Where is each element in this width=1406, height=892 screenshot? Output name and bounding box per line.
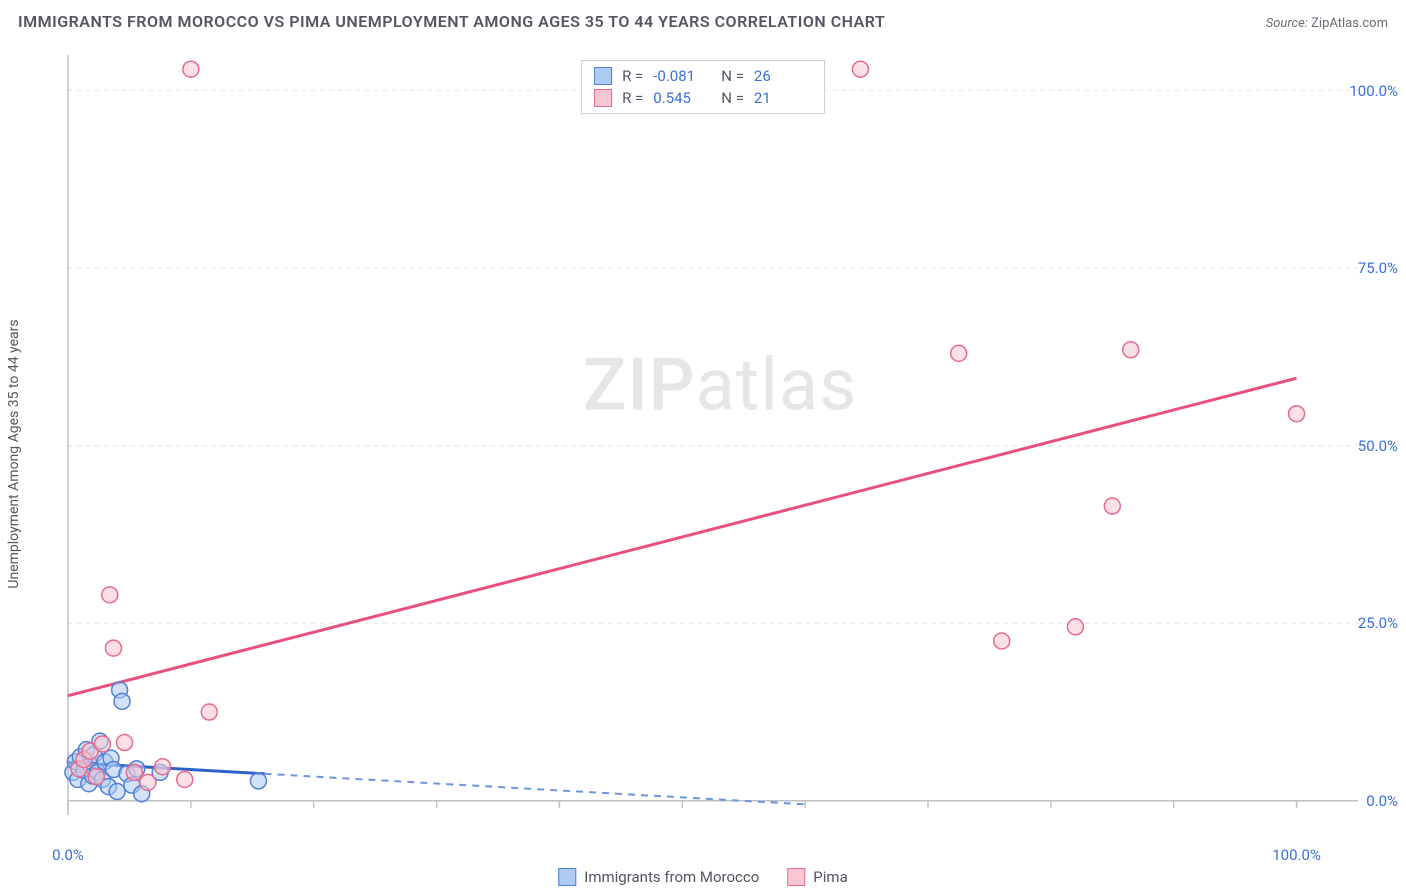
trend-line-pima [68,378,1297,695]
data-point-morocco [114,693,130,709]
chart-title: IMMIGRANTS FROM MOROCCO VS PIMA UNEMPLOY… [18,12,885,31]
x-tick-label: 100.0% [1272,846,1321,864]
data-point-morocco [109,784,125,800]
data-point-pima [1067,619,1083,635]
y-tick-label: 0.0% [1366,792,1398,810]
r-label: R = [622,89,643,107]
swatch-morocco-icon [558,868,576,886]
n-label: N = [721,89,744,107]
legend-item-pima: Pima [787,868,847,886]
data-point-pima [155,759,171,775]
r-value-morocco: -0.081 [653,67,711,85]
data-point-pima [94,736,110,752]
swatch-pima-icon [787,868,805,886]
data-point-pima [994,633,1010,649]
r-value-pima: 0.545 [653,89,711,107]
y-axis-label: Unemployment Among Ages 35 to 44 years [6,319,22,588]
legend-label-pima: Pima [813,868,847,886]
series-legend: Immigrants from Morocco Pima [558,868,847,886]
trend-line-dashed-morocco [265,774,806,805]
data-point-pima [177,771,193,787]
data-point-pima [117,735,133,751]
n-value-pima: 21 [754,89,812,107]
correlation-legend: R = -0.081 N = 26 R = 0.545 N = 21 [581,60,825,114]
data-point-pima [140,774,156,790]
source-attribution: Source: ZipAtlas.com [1266,16,1388,31]
n-value-morocco: 26 [754,67,812,85]
legend-item-morocco: Immigrants from Morocco [558,868,759,886]
swatch-pima-icon [594,89,612,107]
r-label: R = [622,67,643,85]
x-tick-label: 0.0% [52,846,84,864]
data-point-pima [1123,342,1139,358]
corr-row-morocco: R = -0.081 N = 26 [590,65,816,87]
source-value: ZipAtlas.com [1311,16,1388,31]
corr-row-pima: R = 0.545 N = 21 [590,87,816,109]
data-point-pima [951,345,967,361]
chart-area: ZIPatlas [50,55,1390,840]
data-point-pima [1289,406,1305,422]
data-point-pima [105,640,121,656]
data-point-pima [183,61,199,77]
scatter-chart [50,55,1390,840]
data-point-pima [1104,498,1120,514]
y-tick-label: 75.0% [1358,259,1398,277]
legend-label-morocco: Immigrants from Morocco [584,868,759,886]
y-tick-label: 100.0% [1349,82,1398,100]
data-point-pima [126,764,142,780]
swatch-morocco-icon [594,67,612,85]
source-label: Source: [1266,16,1308,31]
n-label: N = [721,67,744,85]
data-point-pima [201,704,217,720]
data-point-pima [88,769,104,785]
data-point-pima [852,61,868,77]
data-point-morocco [250,773,266,789]
y-tick-label: 25.0% [1358,614,1398,632]
data-point-pima [102,587,118,603]
y-tick-label: 50.0% [1358,437,1398,455]
